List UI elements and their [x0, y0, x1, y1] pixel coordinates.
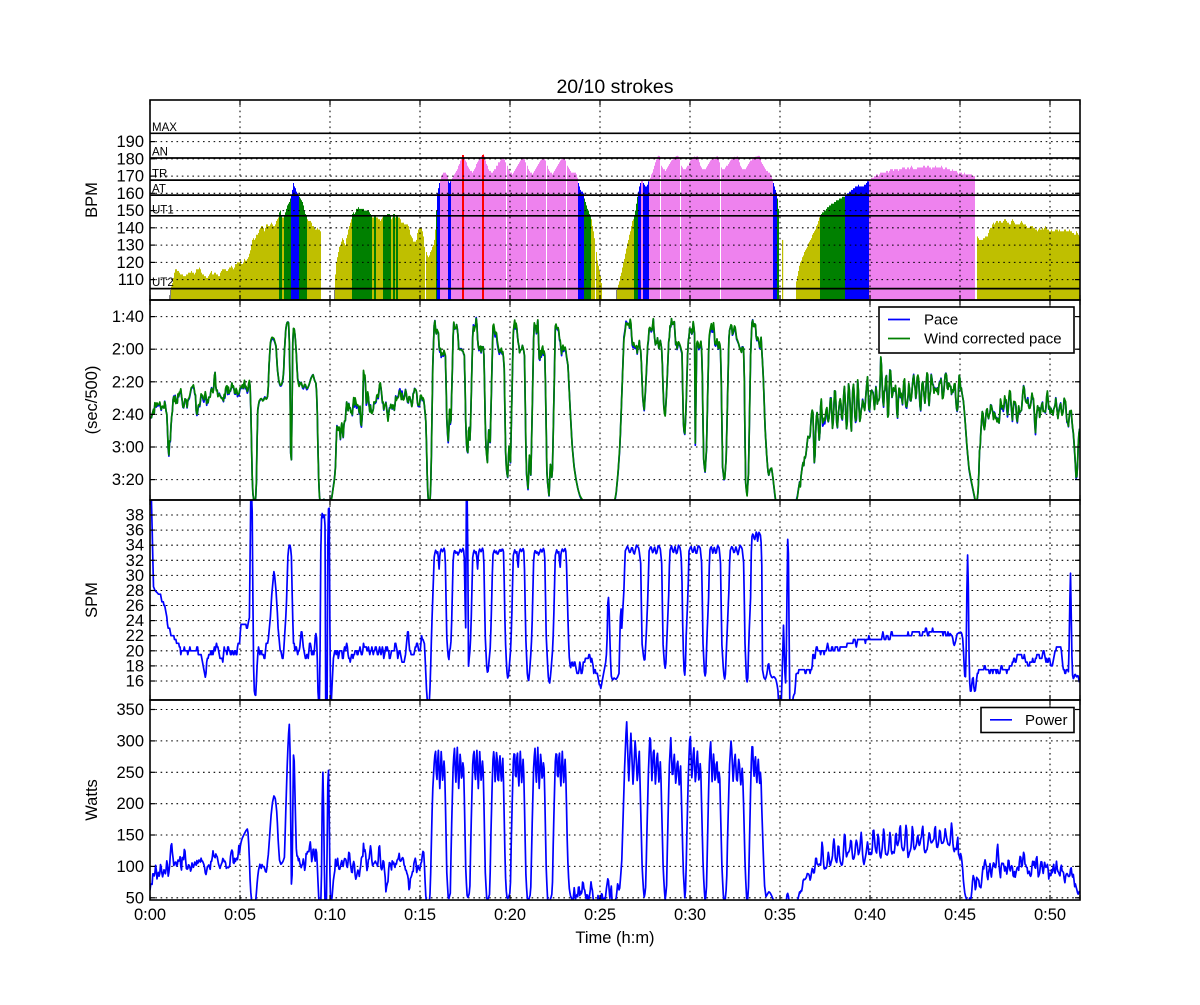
svg-text:22: 22 — [126, 627, 144, 645]
svg-text:0:35: 0:35 — [764, 906, 796, 924]
svg-text:110: 110 — [118, 271, 144, 289]
svg-text:24: 24 — [126, 612, 144, 630]
svg-text:2:00: 2:00 — [112, 341, 144, 359]
svg-text:3:00: 3:00 — [112, 439, 144, 457]
svg-text:200: 200 — [116, 795, 144, 813]
svg-text:2:20: 2:20 — [112, 373, 144, 391]
svg-text:Watts: Watts — [83, 779, 101, 821]
svg-text:0:25: 0:25 — [584, 906, 616, 924]
svg-text:UT1: UT1 — [152, 204, 174, 216]
svg-text:34: 34 — [126, 537, 144, 555]
svg-text:AT: AT — [152, 184, 166, 196]
svg-text:1:40: 1:40 — [112, 308, 144, 326]
svg-text:Pace: Pace — [924, 312, 958, 329]
svg-text:250: 250 — [116, 764, 144, 782]
svg-text:AN: AN — [152, 147, 168, 159]
svg-text:Time (h:m): Time (h:m) — [575, 929, 654, 947]
svg-text:SPM: SPM — [83, 582, 101, 618]
svg-text:30: 30 — [126, 567, 144, 585]
svg-text:130: 130 — [116, 237, 144, 255]
svg-text:20/10 strokes: 20/10 strokes — [556, 76, 673, 98]
svg-text:Wind corrected pace: Wind corrected pace — [924, 331, 1062, 348]
svg-text:MAX: MAX — [152, 122, 177, 134]
svg-text:0:00: 0:00 — [134, 906, 166, 924]
svg-text:18: 18 — [126, 657, 144, 675]
svg-text:0:15: 0:15 — [404, 906, 436, 924]
svg-text:(sec/500): (sec/500) — [83, 366, 101, 435]
svg-text:UT2: UT2 — [152, 277, 174, 289]
svg-text:26: 26 — [126, 597, 144, 615]
svg-text:140: 140 — [116, 219, 144, 237]
svg-text:300: 300 — [116, 732, 144, 750]
svg-text:32: 32 — [126, 552, 144, 570]
svg-text:28: 28 — [126, 582, 144, 600]
svg-text:120: 120 — [116, 254, 144, 272]
svg-text:20: 20 — [126, 642, 144, 660]
svg-text:170: 170 — [116, 168, 144, 186]
svg-text:2:40: 2:40 — [112, 406, 144, 424]
svg-text:0:50: 0:50 — [1034, 906, 1066, 924]
svg-text:0:40: 0:40 — [854, 906, 886, 924]
svg-text:Power: Power — [1025, 712, 1068, 729]
svg-text:190: 190 — [116, 133, 144, 151]
svg-text:TR: TR — [152, 169, 167, 181]
svg-text:50: 50 — [126, 889, 144, 907]
svg-text:150: 150 — [116, 202, 144, 220]
svg-text:0:20: 0:20 — [494, 906, 526, 924]
svg-text:150: 150 — [116, 827, 144, 845]
svg-text:38: 38 — [126, 507, 144, 525]
svg-text:0:30: 0:30 — [674, 906, 706, 924]
svg-text:BPM: BPM — [83, 182, 101, 218]
svg-text:0:45: 0:45 — [944, 906, 976, 924]
svg-text:180: 180 — [116, 150, 144, 168]
svg-text:160: 160 — [116, 185, 144, 203]
svg-text:100: 100 — [116, 858, 144, 876]
svg-text:36: 36 — [126, 522, 144, 540]
svg-text:350: 350 — [116, 701, 144, 719]
svg-text:0:10: 0:10 — [314, 906, 346, 924]
svg-text:3:20: 3:20 — [112, 471, 144, 489]
svg-text:0:05: 0:05 — [224, 906, 256, 924]
svg-text:16: 16 — [126, 673, 144, 691]
